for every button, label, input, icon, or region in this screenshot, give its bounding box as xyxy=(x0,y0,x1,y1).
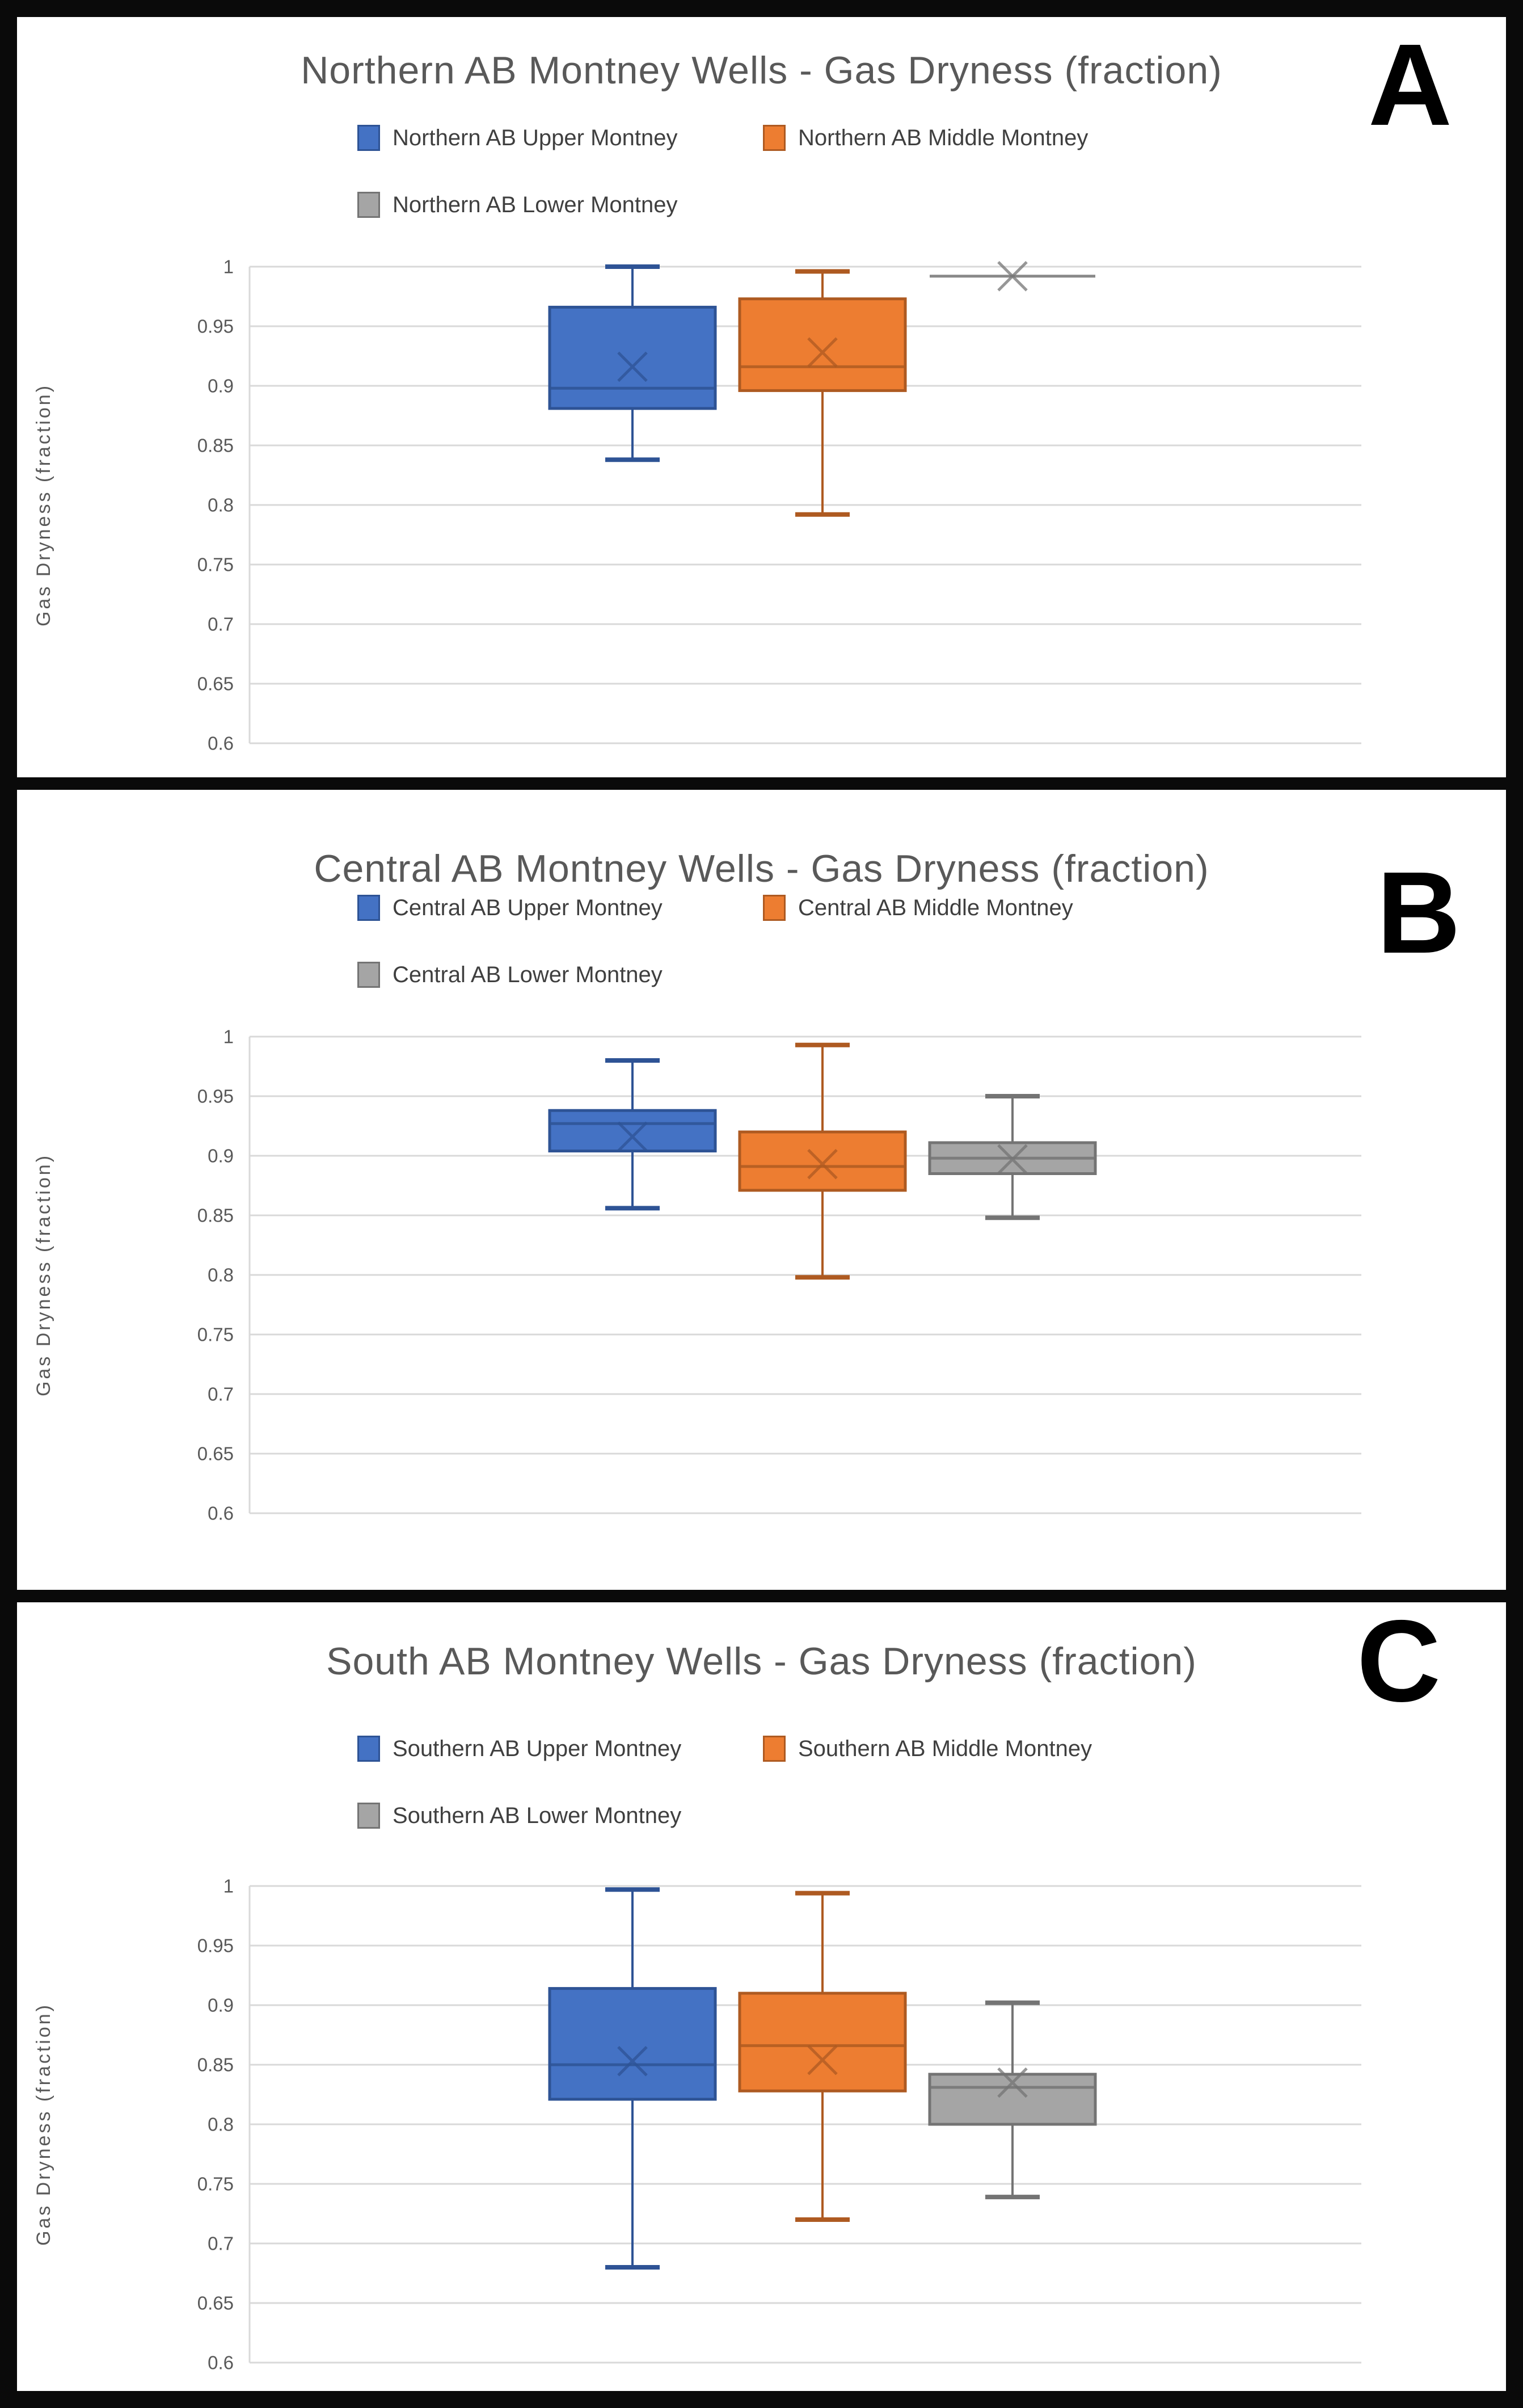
legend-swatch-icon xyxy=(357,962,380,988)
y-tick-label: 1 xyxy=(223,256,234,277)
y-tick-label: 0.85 xyxy=(197,2055,234,2076)
legend-swatch-icon xyxy=(357,1803,380,1829)
box-series xyxy=(928,1094,1097,1220)
box xyxy=(548,1109,717,1153)
box-series xyxy=(548,1887,717,2270)
box xyxy=(548,305,717,410)
legend-swatch-icon xyxy=(763,895,786,921)
legend-item: Northern AB Lower Montney xyxy=(357,192,677,218)
legend-label: Southern AB Upper Montney xyxy=(393,1736,682,1761)
y-tick-label: 1 xyxy=(223,1876,234,1897)
y-tick-label: 0.6 xyxy=(208,2352,234,2373)
y-axis-title: Gas Dryness (fraction) xyxy=(33,1154,54,1396)
y-tick-label: 0.9 xyxy=(208,1146,234,1167)
y-tick-label: 0.6 xyxy=(208,733,234,754)
y-tick-label: 0.85 xyxy=(197,1205,234,1226)
box-series xyxy=(928,2000,1097,2200)
y-tick-label: 0.75 xyxy=(197,2174,234,2195)
box-series xyxy=(548,264,717,462)
panel-c: South AB Montney Wells - Gas Dryness (fr… xyxy=(17,1602,1506,2391)
y-tick-label: 0.9 xyxy=(208,376,234,397)
legend-item: Southern AB Middle Montney xyxy=(763,1736,1092,1762)
legend-label: Central AB Lower Montney xyxy=(393,962,663,987)
mean-marker-x-icon xyxy=(617,351,648,382)
y-tick-label: 0.8 xyxy=(208,495,234,516)
panel-a: Northern AB Montney Wells - Gas Dryness … xyxy=(17,17,1506,777)
box xyxy=(738,1992,907,2093)
legend-item: Central AB Lower Montney xyxy=(357,962,663,988)
legend-label: Central AB Upper Montney xyxy=(393,895,663,920)
chart-title: South AB Montney Wells - Gas Dryness (fr… xyxy=(326,1640,1197,1683)
panel-letter-b: B xyxy=(1376,848,1461,978)
y-tick-label: 0.75 xyxy=(197,554,234,575)
legend-item: Northern AB Middle Montney xyxy=(763,125,1088,151)
y-axis-title: Gas Dryness (fraction) xyxy=(33,384,54,626)
legend: Southern AB Upper Montney Southern AB Mid… xyxy=(17,1736,1506,1883)
box-series xyxy=(738,1891,907,2222)
y-tick-label: 0.8 xyxy=(208,1265,234,1286)
chart-title: Central AB Montney Wells - Gas Dryness (… xyxy=(314,847,1209,890)
mean-marker-x-icon xyxy=(807,2044,838,2076)
legend-swatch-icon xyxy=(357,192,380,218)
legend-swatch-icon xyxy=(763,125,786,151)
legend-swatch-icon xyxy=(357,125,380,151)
box xyxy=(738,297,907,392)
panel-letter-a: A xyxy=(1368,20,1452,150)
y-tick-label: 0.7 xyxy=(208,2233,234,2254)
boxplot-chart: 1 0.95 0.9 0.85 0.8 0.75 0.7 0.65 0.6 Gas Dryness… xyxy=(33,1026,1361,1524)
legend-item: Central AB Upper Montney xyxy=(357,895,663,921)
y-tick-label: 0.95 xyxy=(197,316,234,337)
box-series xyxy=(930,261,1095,292)
y-tick-label: 0.65 xyxy=(197,673,234,694)
legend-item: Southern AB Upper Montney xyxy=(357,1736,681,1762)
y-tick-label: 0.65 xyxy=(197,2293,234,2314)
boxplot-chart: 1 0.95 0.9 0.85 0.8 0.75 0.7 0.65 0.6 Gas Dryness… xyxy=(33,256,1361,754)
legend-label: Northern AB Upper Montney xyxy=(393,125,678,150)
mean-marker-x-icon xyxy=(617,2045,648,2077)
y-tick-label: 0.7 xyxy=(208,614,234,635)
legend-item: Central AB Middle Montney xyxy=(763,895,1073,921)
legend-label: Northern AB Lower Montney xyxy=(393,192,678,217)
mean-marker-x-icon xyxy=(997,261,1028,292)
box-series xyxy=(548,1058,717,1211)
box xyxy=(738,1130,907,1192)
box-series xyxy=(738,269,907,517)
mean-marker-x-icon xyxy=(617,1121,648,1152)
box-series xyxy=(738,1042,907,1280)
panel-b: Central AB Montney Wells - Gas Dryness (… xyxy=(17,790,1506,1590)
legend-item: Northern AB Upper Montney xyxy=(357,125,677,151)
legend: Central AB Upper Montney Central AB Middl… xyxy=(17,895,1506,1042)
y-tick-label: 0.95 xyxy=(197,1086,234,1107)
box xyxy=(548,1987,717,2101)
legend-label: Northern AB Middle Montney xyxy=(798,125,1089,150)
mean-marker-x-icon xyxy=(807,337,838,368)
y-tick-label: 0.75 xyxy=(197,1324,234,1345)
y-axis-title: Gas Dryness (fraction) xyxy=(33,2003,54,2246)
y-tick-label: 0.7 xyxy=(208,1384,234,1405)
legend-swatch-icon xyxy=(763,1736,786,1762)
legend-label: Central AB Middle Montney xyxy=(798,895,1073,920)
legend: Northern AB Upper Montney Northern AB Mid… xyxy=(17,125,1506,272)
mean-marker-x-icon xyxy=(807,1148,838,1180)
y-tick-label: 1 xyxy=(223,1026,234,1047)
y-tick-label: 0.65 xyxy=(197,1443,234,1464)
legend-label: Southern AB Middle Montney xyxy=(798,1736,1092,1761)
panel-letter-c: C xyxy=(1356,1602,1441,1726)
y-tick-label: 0.6 xyxy=(208,1503,234,1524)
mean-marker-x-icon xyxy=(997,2067,1028,2098)
boxplot-chart: 1 0.95 0.9 0.85 0.8 0.75 0.7 0.65 0.6 Gas Dryness… xyxy=(33,1876,1361,2373)
y-tick-label: 0.95 xyxy=(197,1935,234,1956)
legend-item: Southern AB Lower Montney xyxy=(357,1803,681,1829)
y-tick-label: 0.85 xyxy=(197,435,234,456)
legend-label: Southern AB Lower Montney xyxy=(393,1803,682,1828)
mean-marker-x-icon xyxy=(997,1144,1028,1175)
chart-title: Northern AB Montney Wells - Gas Dryness … xyxy=(301,49,1222,92)
legend-swatch-icon xyxy=(357,1736,380,1762)
legend-swatch-icon xyxy=(357,895,380,921)
y-tick-label: 0.9 xyxy=(208,1995,234,2016)
y-tick-label: 0.8 xyxy=(208,2114,234,2135)
